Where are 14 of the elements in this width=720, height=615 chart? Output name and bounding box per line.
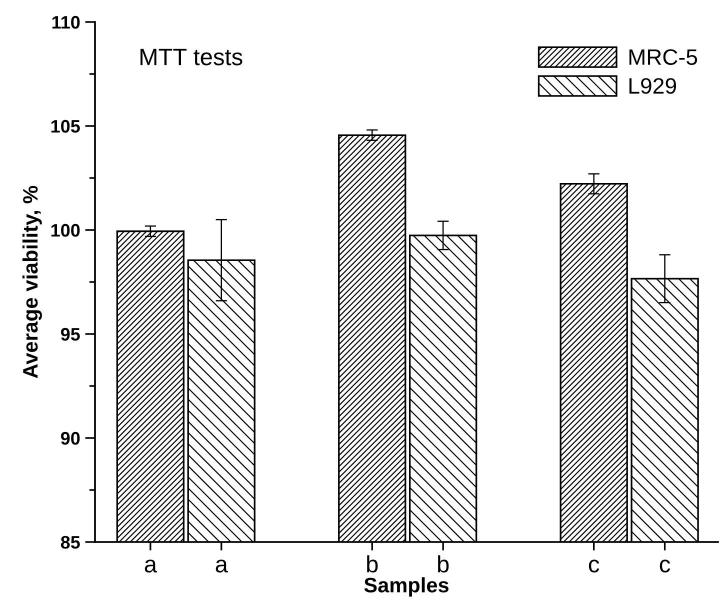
y-tick-label: 95 — [60, 328, 80, 341]
legend-label: L929 — [629, 78, 676, 94]
y-tick-label: 110 — [52, 16, 80, 29]
legend-label: MRC-5 — [629, 49, 698, 65]
y-tick-label: 105 — [51, 120, 80, 133]
x-tick-label: c — [588, 560, 600, 573]
x-axis-title: Samples — [364, 577, 448, 597]
x-tick-label: a — [144, 560, 157, 573]
x-tick-label: b — [367, 555, 378, 573]
y-tick-label: 100 — [51, 224, 80, 237]
text: MTT tests — [140, 48, 242, 66]
y-axis-title: Average viability, % — [22, 186, 42, 378]
y-tick-label: 85 — [60, 536, 80, 549]
y-tick-label: 90 — [60, 432, 80, 445]
